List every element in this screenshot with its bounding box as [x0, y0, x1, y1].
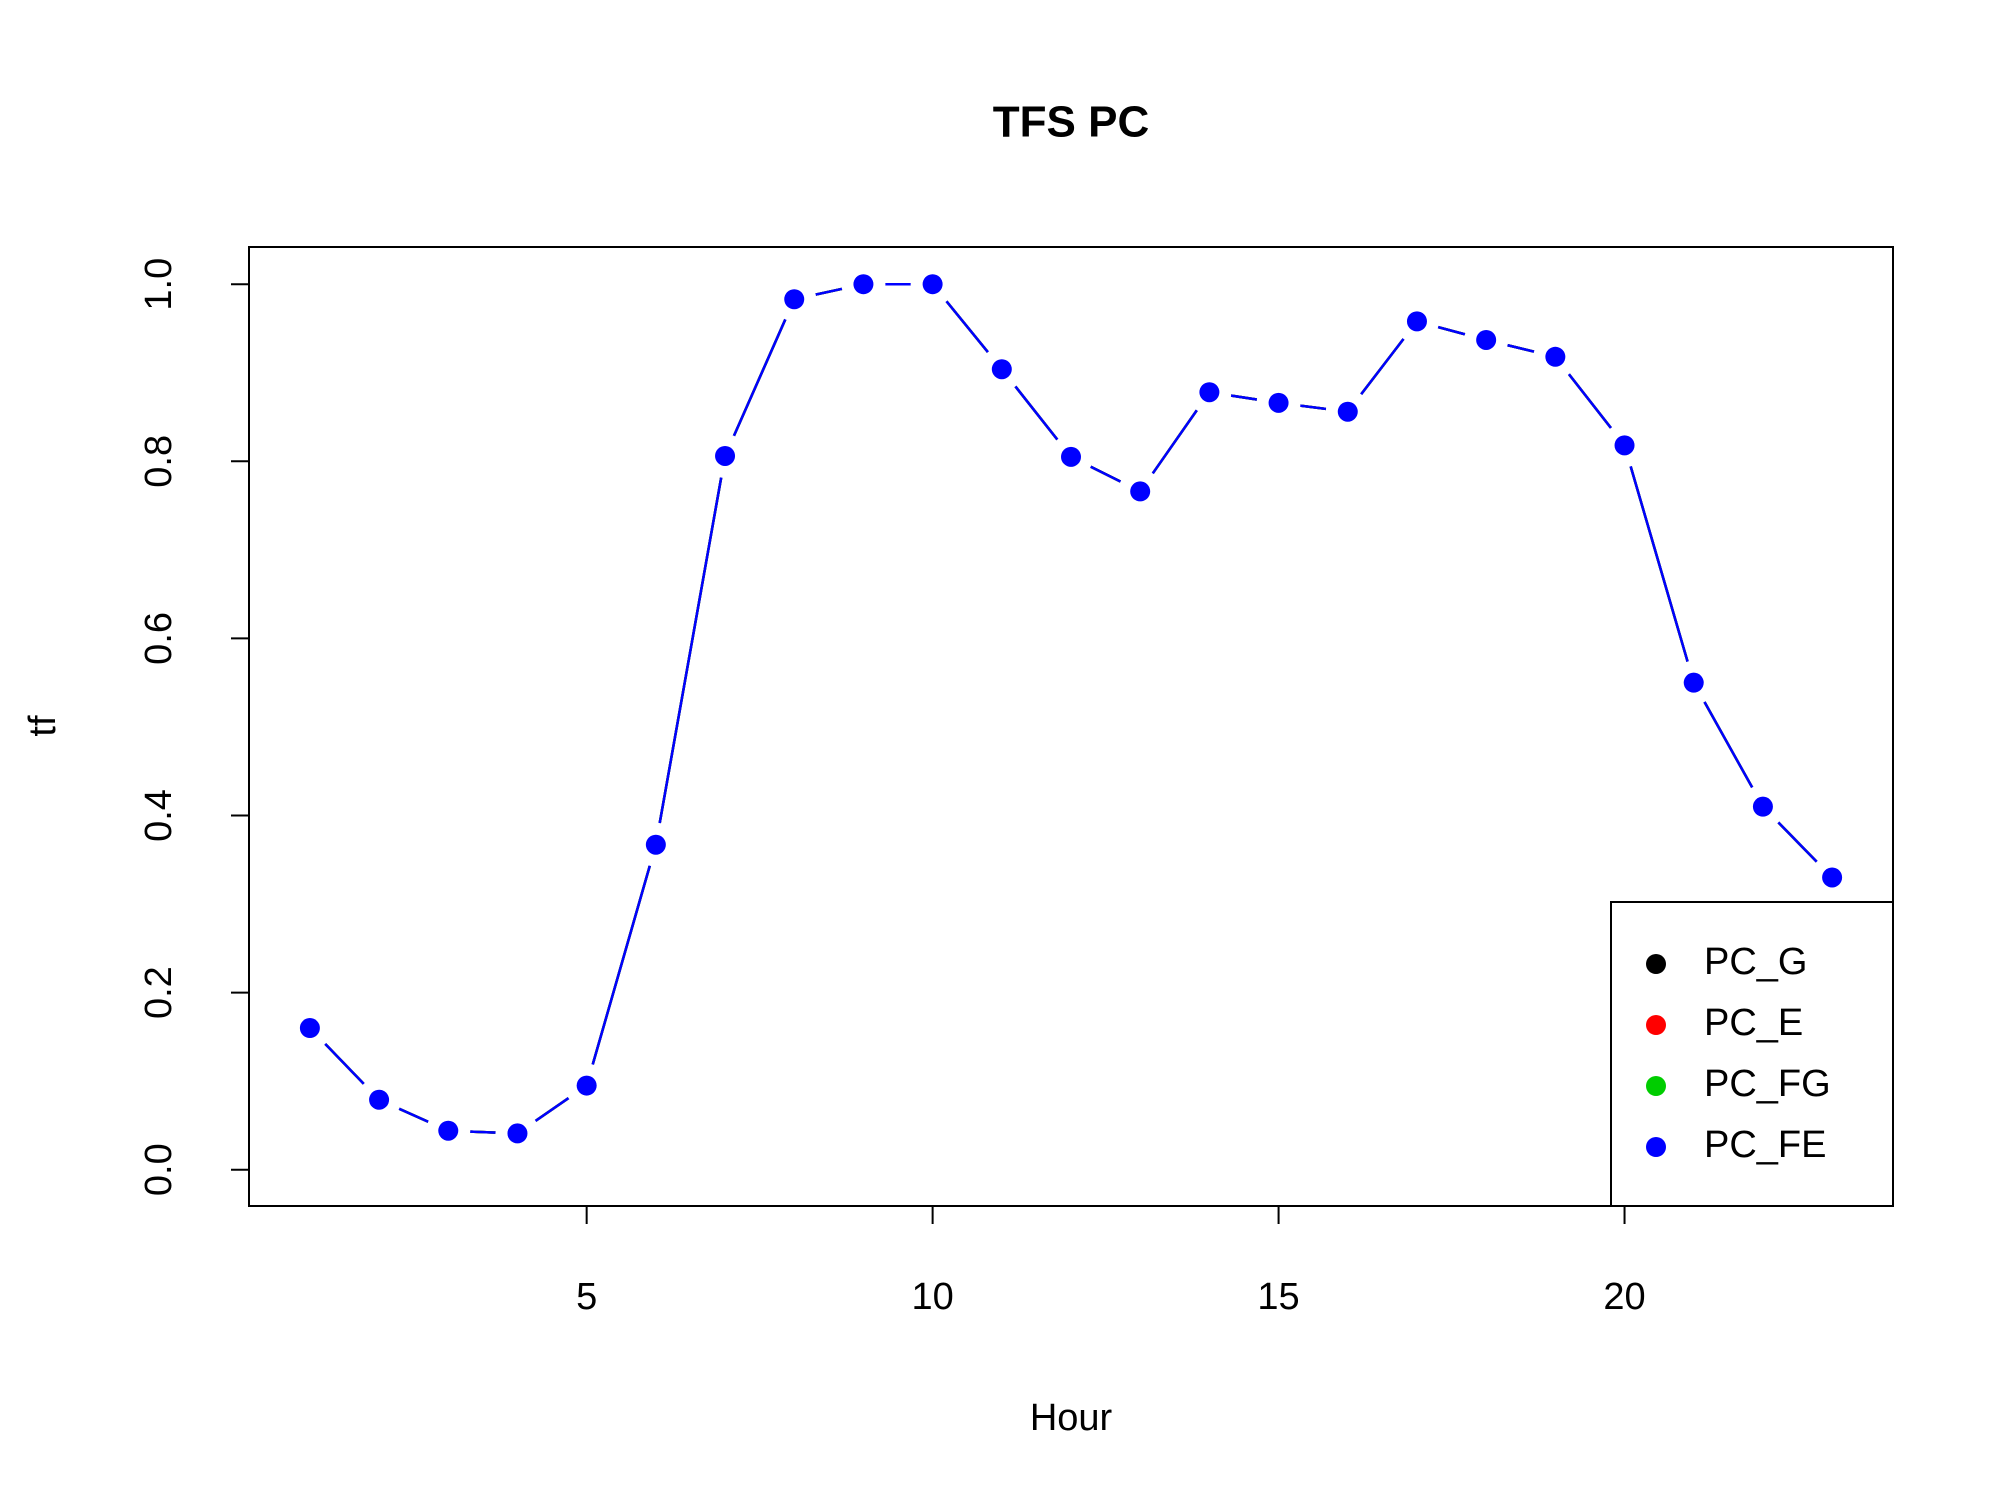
point	[1822, 867, 1843, 888]
plot-frame	[248, 246, 1894, 1207]
legend-marker	[1646, 1076, 1666, 1096]
y-axis-label: tf	[22, 715, 64, 737]
point	[1061, 446, 1081, 467]
legend-label: PC_FG	[1704, 1063, 1831, 1105]
point	[1752, 796, 1773, 817]
y-tick-label: 0.6	[138, 612, 180, 665]
legend-label: PC_FE	[1704, 1124, 1826, 1166]
point	[1337, 401, 1358, 422]
point	[1268, 392, 1289, 413]
point	[991, 359, 1012, 380]
x-tick-label: 10	[911, 1276, 953, 1318]
point	[853, 274, 874, 295]
point	[438, 1120, 459, 1141]
point	[1683, 672, 1704, 693]
y-tick-label: 0.4	[138, 789, 180, 842]
point	[1545, 346, 1566, 367]
point	[922, 274, 943, 295]
point	[1199, 382, 1220, 403]
y-tick-label: 1.0	[138, 258, 180, 311]
point	[1476, 329, 1497, 350]
y-tick-label: 0.2	[138, 966, 180, 1019]
point	[299, 1018, 320, 1039]
y-tick-label: 0.0	[138, 1143, 180, 1196]
legend-marker	[1646, 1137, 1666, 1157]
legend-label: PC_G	[1704, 941, 1807, 983]
legend-label: PC_E	[1704, 1002, 1803, 1044]
point	[715, 445, 736, 466]
x-tick-label: 20	[1603, 1276, 1645, 1318]
legend-marker	[1646, 954, 1666, 974]
chart-title: TFS PC	[993, 98, 1149, 147]
point	[576, 1075, 597, 1096]
point	[645, 834, 666, 855]
x-tick-label: 5	[576, 1276, 597, 1318]
x-axis-label: Hour	[1030, 1397, 1113, 1439]
point	[1130, 481, 1151, 502]
point	[1614, 435, 1635, 456]
point	[784, 289, 805, 310]
point	[1406, 311, 1427, 332]
y-tick-label: 0.8	[138, 435, 180, 488]
legend-marker	[1646, 1015, 1666, 1035]
x-tick-label: 15	[1257, 1276, 1299, 1318]
point	[507, 1123, 528, 1144]
point	[369, 1089, 390, 1110]
